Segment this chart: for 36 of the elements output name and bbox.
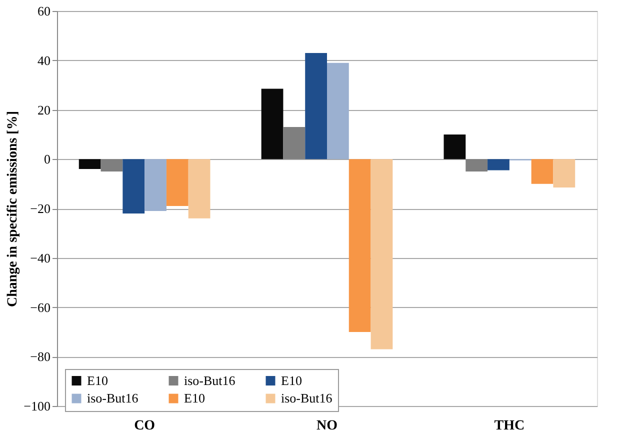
bar	[283, 127, 306, 160]
x-tick-label: CO	[134, 418, 156, 434]
y-tick-label: −60	[30, 300, 50, 315]
bar	[466, 159, 488, 172]
y-tick-label: −40	[30, 250, 50, 266]
y-tick-label: −100	[24, 398, 50, 414]
y-tick-label: 0	[44, 152, 50, 167]
legend-label: E10	[87, 372, 108, 388]
y-tick-label: 60	[38, 4, 50, 18]
y-axis-title: Change in specific emissions [%]	[6, 111, 21, 307]
bar	[188, 159, 210, 218]
y-tick-label: 40	[38, 52, 50, 68]
bar	[166, 159, 188, 206]
bar	[488, 159, 510, 170]
bar	[122, 159, 145, 214]
bar	[444, 134, 466, 160]
bar	[261, 88, 284, 160]
legend-label: iso-But16	[87, 390, 139, 406]
bar	[78, 159, 101, 169]
legend-label: iso-But16	[281, 390, 333, 406]
bar	[553, 159, 576, 188]
y-tick-label: −20	[30, 201, 50, 216]
bar	[100, 159, 123, 172]
bar	[327, 62, 349, 160]
bar	[370, 159, 393, 350]
bar	[531, 159, 554, 184]
y-tick-label: −80	[30, 349, 50, 364]
bar	[348, 159, 371, 332]
legend-label: E10	[281, 372, 302, 388]
y-tick-label: 20	[38, 102, 50, 118]
x-tick-label: NO	[316, 418, 338, 434]
bar	[305, 52, 327, 160]
legend-label: iso-But16	[184, 372, 236, 388]
x-tick-label: THC	[494, 418, 525, 434]
legend-label: E10	[184, 390, 205, 406]
bar	[144, 159, 166, 211]
